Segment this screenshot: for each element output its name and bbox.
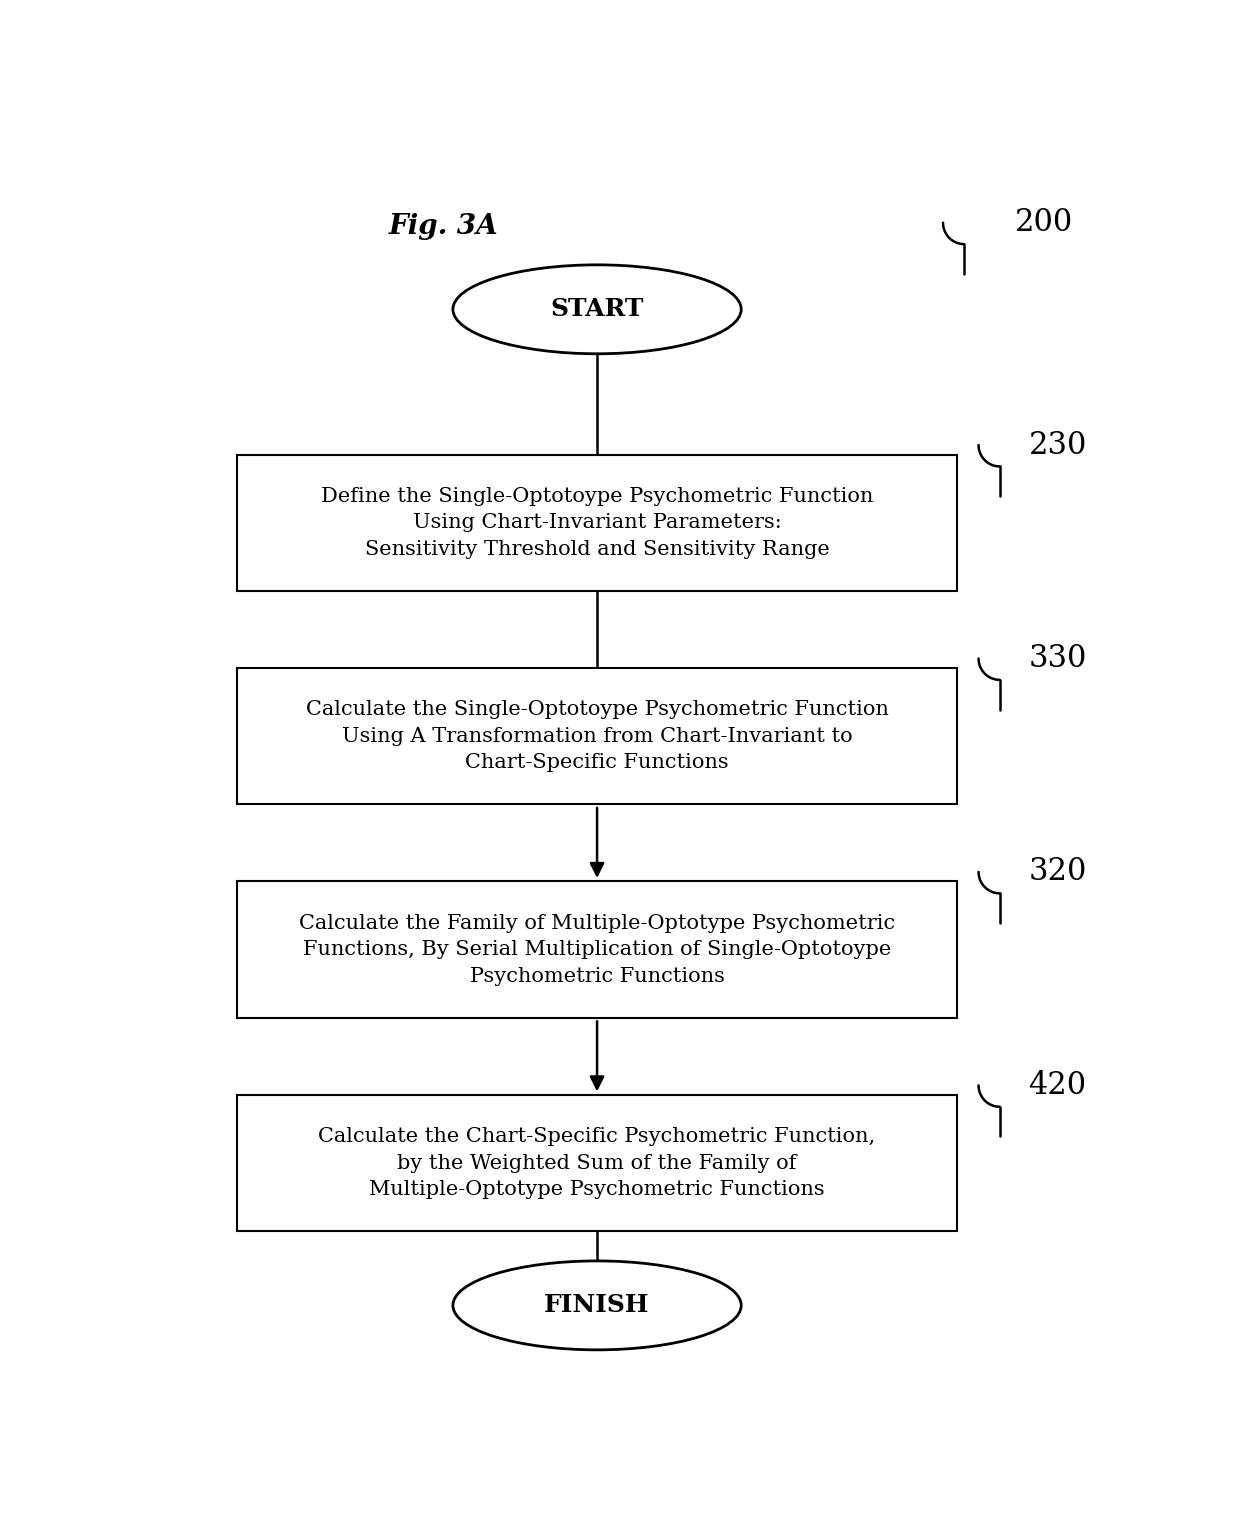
Text: 320: 320 [1028,856,1087,887]
Ellipse shape [453,265,742,354]
FancyBboxPatch shape [237,881,957,1018]
Ellipse shape [453,1261,742,1351]
Text: 230: 230 [1028,430,1087,460]
Text: START: START [551,297,644,322]
Text: Define the Single-Optotoype Psychometric Function
Using Chart-Invariant Paramete: Define the Single-Optotoype Psychometric… [321,487,873,559]
Text: 420: 420 [1028,1070,1086,1101]
Text: Calculate the Single-Optotoype Psychometric Function
Using A Transformation from: Calculate the Single-Optotoype Psychomet… [305,701,889,772]
Text: Calculate the Chart-Specific Psychometric Function,
by the Weighted Sum of the F: Calculate the Chart-Specific Psychometri… [319,1127,875,1200]
Text: FINISH: FINISH [544,1294,650,1317]
Text: 330: 330 [1028,644,1087,675]
Text: Fig. 3A: Fig. 3A [388,213,498,240]
Text: Calculate the Family of Multiple-Optotype Psychometric
Functions, By Serial Mult: Calculate the Family of Multiple-Optotyp… [299,913,895,986]
FancyBboxPatch shape [237,454,957,591]
FancyBboxPatch shape [237,1095,957,1232]
Text: 200: 200 [1016,208,1074,239]
FancyBboxPatch shape [237,668,957,804]
